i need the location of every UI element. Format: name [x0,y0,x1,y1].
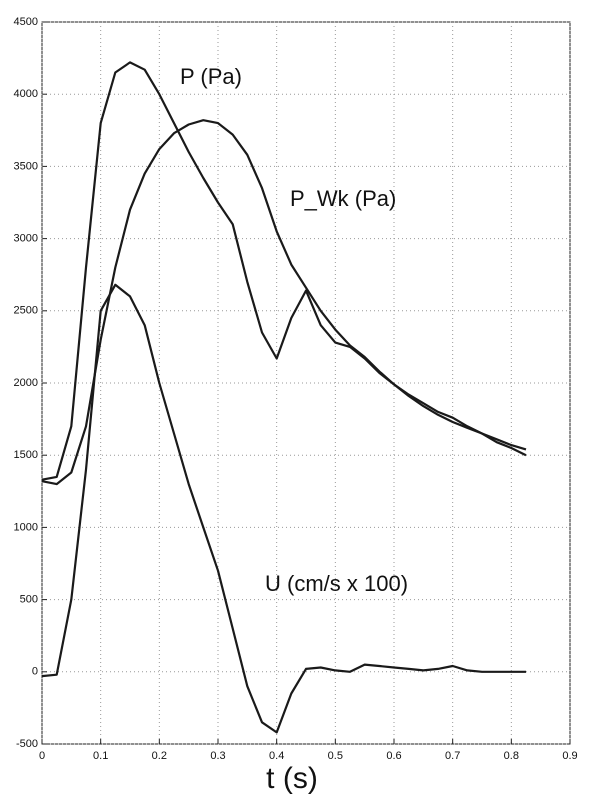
y-tick-label: 1500 [14,449,38,461]
x-tick-label: 0 [39,750,45,762]
x-tick-label: 0.9 [562,750,577,762]
x-tick-label: 0.4 [269,750,284,762]
x-tick-label: 0.8 [504,750,519,762]
series-label: P_Wk (Pa) [290,186,396,211]
x-tick-label: 0.2 [152,750,167,762]
y-tick-label: 1000 [14,521,38,533]
series-label: P (Pa) [180,64,242,89]
x-tick-label: 0.1 [93,750,108,762]
y-tick-label: 3000 [14,233,38,245]
y-tick-label: 0 [32,666,38,678]
y-tick-label: 2000 [14,377,38,389]
y-tick-label: 500 [20,594,38,606]
y-tick-label: 3500 [14,160,38,172]
series-label: U (cm/s x 100) [265,571,408,596]
x-tick-label: 0.6 [386,750,401,762]
x-tick-label: 0.5 [328,750,343,762]
y-tick-label: 2500 [14,305,38,317]
y-tick-label: -500 [16,738,38,750]
x-axis-label: t (s) [266,762,318,795]
x-tick-label: 0.3 [210,750,225,762]
x-tick-label: 0.7 [445,750,460,762]
series-line [41,283,526,734]
series-line [41,61,527,481]
y-tick-label: 4000 [14,88,38,100]
series-line [41,119,527,486]
y-tick-label: 4500 [14,16,38,28]
